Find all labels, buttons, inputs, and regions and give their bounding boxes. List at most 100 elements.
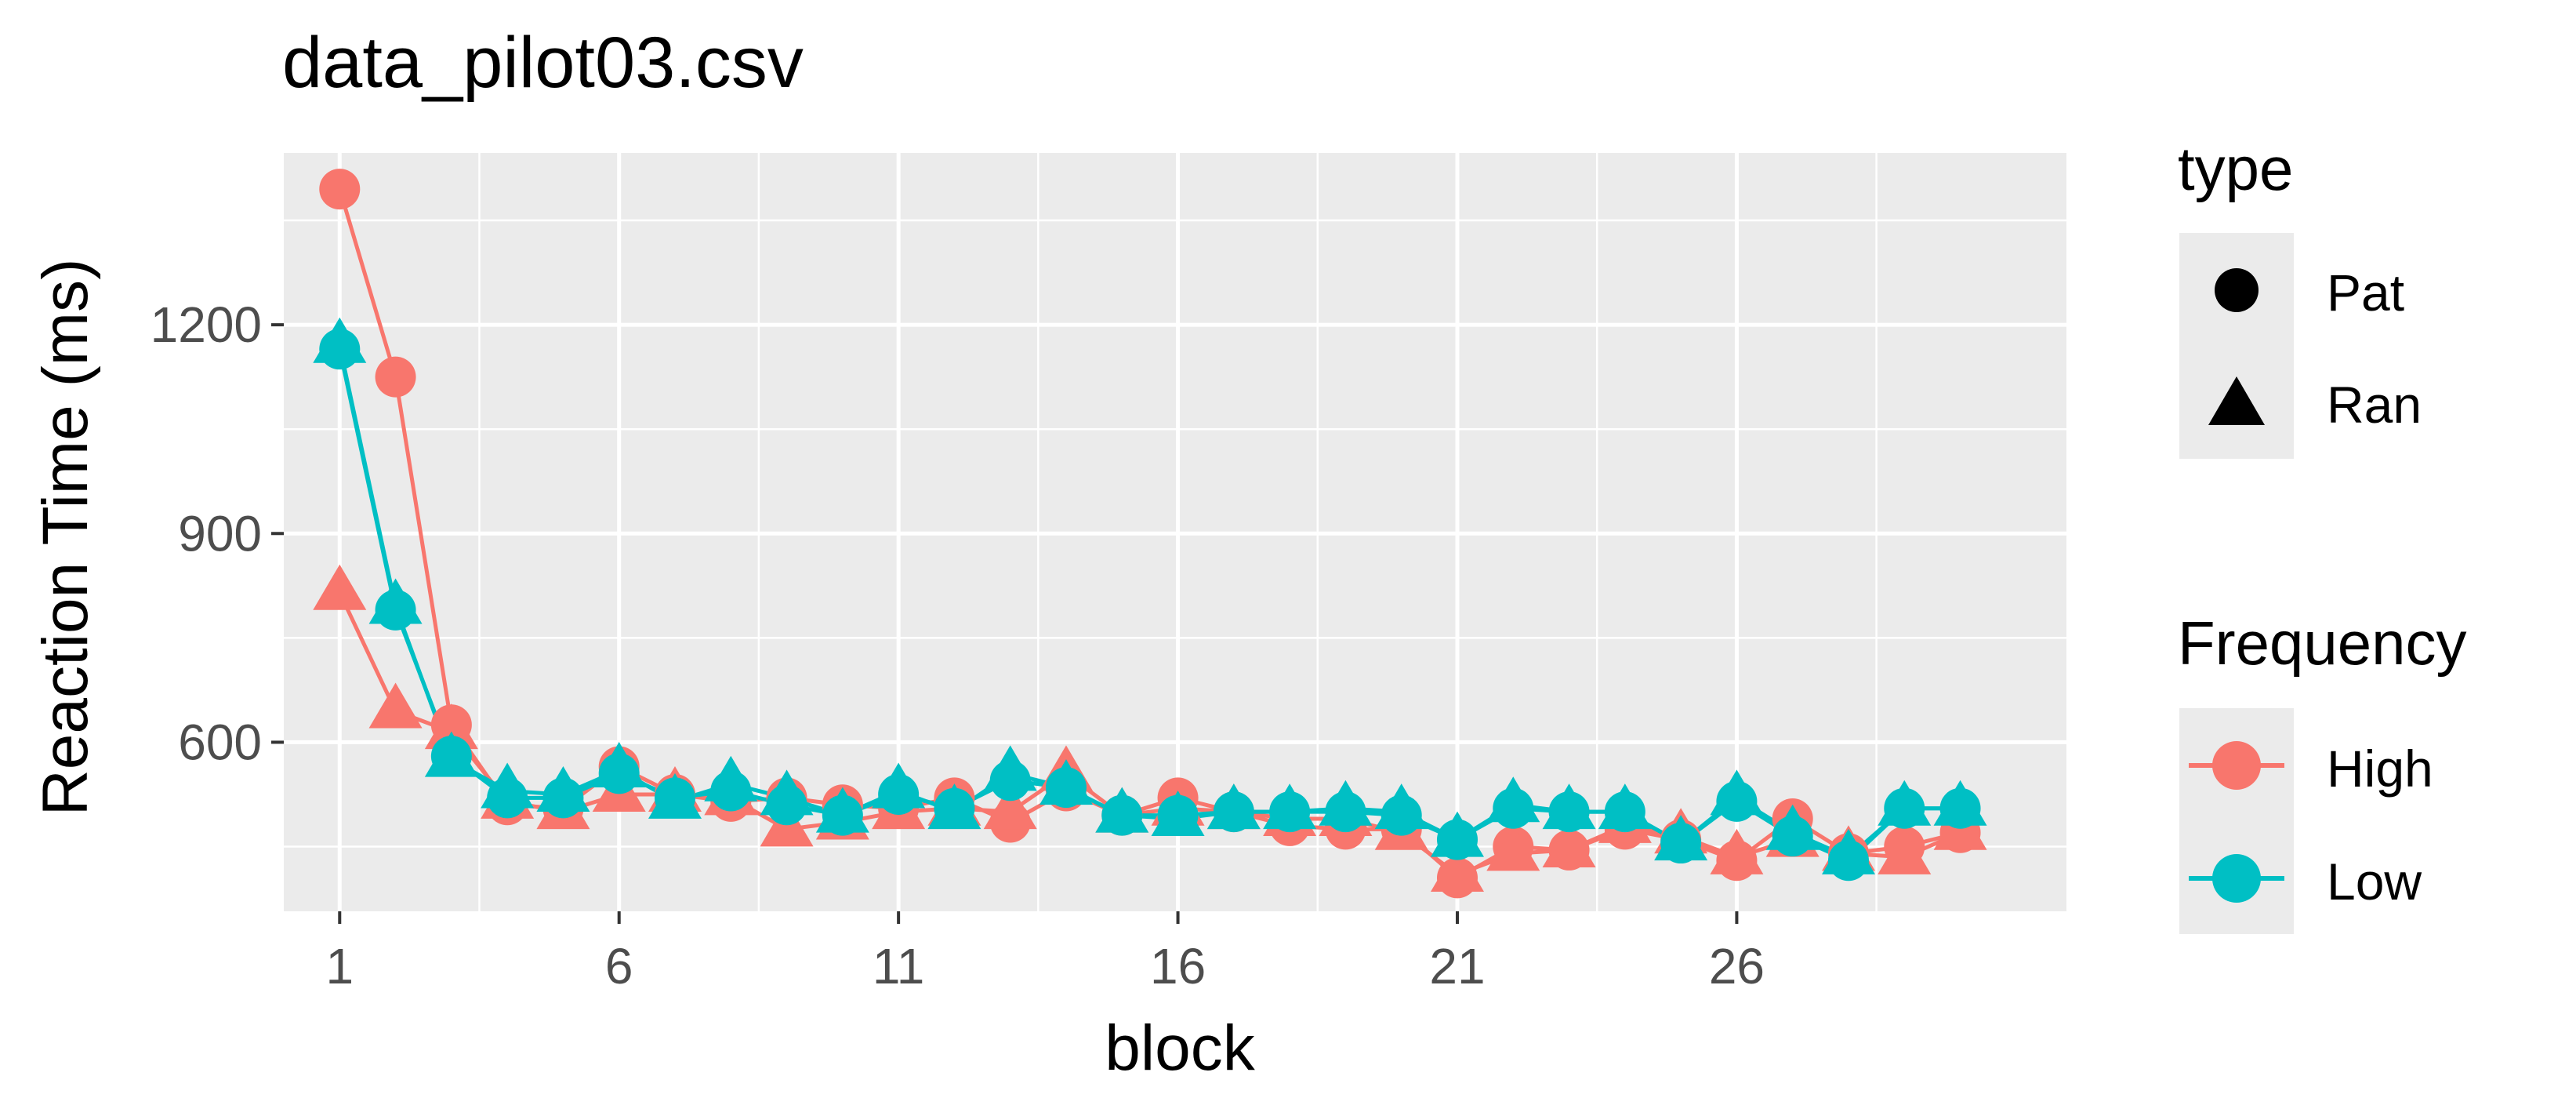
- point-high-pat: [710, 780, 752, 822]
- point-high-ran: [1654, 808, 1708, 854]
- point-high-pat: [430, 704, 472, 746]
- point-high-pat: [1493, 826, 1534, 867]
- point-low-ran: [1039, 759, 1093, 805]
- point-low-ran: [424, 731, 478, 777]
- point-low-ran: [1542, 783, 1596, 830]
- point-high-pat: [1884, 826, 1925, 867]
- point-high-pat: [375, 356, 416, 398]
- point-low-pat: [934, 787, 975, 829]
- point-low-ran: [1710, 769, 1764, 816]
- point-low-pat: [1436, 819, 1478, 860]
- point-high-ran: [1151, 780, 1205, 826]
- point-low-ran: [481, 762, 535, 809]
- point-low-ran: [313, 317, 367, 363]
- point-low-ran: [648, 772, 702, 819]
- point-low-pat: [654, 777, 695, 819]
- point-high-ran: [1878, 828, 1932, 874]
- point-high-pat: [1325, 809, 1366, 850]
- point-low-pat: [989, 760, 1031, 802]
- legend-circle-icon: [2215, 268, 2259, 312]
- point-low-pat: [1325, 791, 1366, 833]
- point-low-ran: [1654, 815, 1708, 861]
- point-low-pat: [1827, 840, 1869, 882]
- point-low-pat: [1157, 794, 1199, 836]
- legend-frequency-key-bg: [2179, 708, 2294, 934]
- point-low-pat: [430, 736, 472, 777]
- series-line-low-ran: [337, 345, 1961, 860]
- point-low-ran: [1598, 783, 1652, 830]
- point-high-ran: [1263, 791, 1317, 837]
- point-high-pat: [319, 169, 361, 210]
- x-tick-label: 11: [873, 938, 924, 994]
- point-low-pat: [375, 589, 416, 631]
- point-low-pat: [1604, 791, 1645, 833]
- point-high-ran: [872, 783, 926, 830]
- legend-type-key-bg: [2179, 233, 2294, 459]
- point-high-ran: [1542, 821, 1596, 867]
- point-high-ran: [1710, 828, 1764, 874]
- point-low-pat: [710, 770, 752, 812]
- x-axis-label: block: [1105, 1012, 1255, 1084]
- point-low-ran: [1263, 783, 1317, 830]
- point-high-pat: [1101, 794, 1143, 836]
- point-low-ran: [1095, 787, 1149, 833]
- point-high-ran: [1821, 825, 1875, 871]
- point-high-ran: [648, 765, 702, 812]
- point-high-ran: [1598, 797, 1652, 843]
- point-low-ran: [1878, 780, 1932, 826]
- point-low-pat: [1548, 791, 1590, 833]
- point-high-pat: [1660, 819, 1702, 860]
- point-low-ran: [704, 755, 758, 802]
- point-low-pat: [822, 794, 863, 836]
- point-low-ran: [815, 787, 869, 833]
- point-high-ran: [1486, 825, 1540, 871]
- point-low-pat: [878, 773, 920, 815]
- legend-triangle-icon: [2208, 376, 2265, 425]
- point-high-pat: [1827, 833, 1869, 874]
- legend-type-label-ran: Ran: [2327, 376, 2422, 434]
- point-high-pat: [989, 802, 1031, 843]
- point-high-ran: [592, 765, 646, 812]
- y-axis-label: Reaction Time (ms): [30, 258, 101, 816]
- plot-panel: [284, 153, 2066, 911]
- point-high-pat: [1604, 809, 1645, 850]
- point-low-ran: [1933, 780, 1987, 826]
- point-low-ran: [760, 769, 814, 816]
- x-tick-label: 21: [1429, 938, 1485, 994]
- point-high-pat: [487, 784, 528, 826]
- point-high-ran: [368, 682, 423, 729]
- point-low-ran: [927, 783, 981, 830]
- x-tick-label: 26: [1709, 938, 1765, 994]
- point-high-ran: [424, 703, 478, 750]
- point-high-ran: [1206, 783, 1261, 830]
- x-tick-label: 6: [605, 938, 633, 994]
- point-high-ran: [760, 801, 814, 847]
- point-high-pat: [1716, 840, 1758, 882]
- point-high-ran: [1374, 804, 1428, 850]
- point-low-pat: [1381, 794, 1422, 836]
- point-low-ran: [1765, 804, 1820, 850]
- point-high-pat: [1381, 809, 1422, 850]
- point-high-ran: [1039, 745, 1093, 791]
- legend-frequency-label-high: High: [2327, 740, 2433, 798]
- point-low-pat: [542, 777, 584, 819]
- point-low-ran: [536, 765, 590, 812]
- point-low-ran: [1430, 811, 1484, 857]
- legend-high-swatch: [2212, 741, 2261, 790]
- point-high-pat: [1772, 798, 1813, 840]
- point-low-ran: [1319, 780, 1373, 826]
- legend-low-swatch: [2212, 854, 2261, 903]
- legend-frequency-label-low: Low: [2327, 852, 2422, 911]
- point-high-pat: [1939, 812, 1981, 853]
- point-low-ran: [872, 762, 926, 809]
- point-high-ran: [1430, 846, 1484, 892]
- point-low-pat: [1493, 787, 1534, 829]
- point-high-pat: [1548, 829, 1590, 871]
- point-high-ran: [536, 783, 590, 830]
- point-high-ran: [313, 564, 367, 610]
- x-tick-label: 1: [325, 938, 354, 994]
- point-high-ran: [1765, 811, 1820, 857]
- point-low-ran: [592, 741, 646, 787]
- point-high-ran: [481, 772, 535, 819]
- point-high-pat: [1436, 857, 1478, 899]
